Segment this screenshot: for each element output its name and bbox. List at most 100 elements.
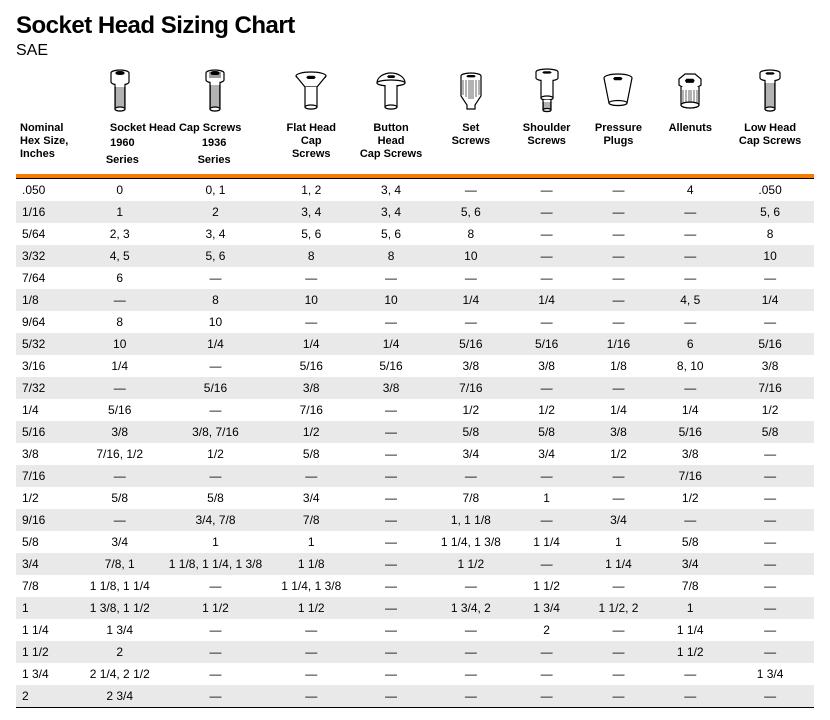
icon-allenut — [654, 64, 726, 120]
cell-lowhead: — — [726, 509, 814, 531]
table-row: 9/64810——————— — [16, 311, 814, 333]
cell-hex: 1/8 — [16, 289, 80, 311]
cell-pressure: — — [583, 179, 655, 202]
cell-set: 5/16 — [431, 333, 511, 355]
cell-shcs1936: 0, 1 — [160, 179, 272, 202]
cell-pressure: — — [583, 685, 655, 708]
table-row: 11 3/8, 1 1/21 1/21 1/2—1 3/4, 21 3/41 1… — [16, 597, 814, 619]
cell-shcs1960: 7/8, 1 — [80, 553, 160, 575]
cell-flat: 7/16 — [271, 399, 351, 421]
cell-lowhead: — — [726, 443, 814, 465]
cell-set: 1/2 — [431, 399, 511, 421]
cell-flat: 1 1/4, 1 3/8 — [271, 575, 351, 597]
cell-hex: 1 1/4 — [16, 619, 80, 641]
table-row: 7/16———————7/16— — [16, 465, 814, 487]
cell-allenuts: — — [654, 663, 726, 685]
table-row: 5/83/411—1 1/4, 1 3/81 1/415/8— — [16, 531, 814, 553]
cell-flat: 10 — [271, 289, 351, 311]
cell-pressure: — — [583, 487, 655, 509]
cell-set: 3/4 — [431, 443, 511, 465]
icon-socket-head-1960 — [80, 64, 160, 120]
cell-set: — — [431, 179, 511, 202]
cell-button: — — [351, 267, 431, 289]
cell-flat: 8 — [271, 245, 351, 267]
cell-lowhead: — — [726, 267, 814, 289]
cell-allenuts: 1 — [654, 597, 726, 619]
cell-hex: 9/16 — [16, 509, 80, 531]
cell-shcs1936: 5/8 — [160, 487, 272, 509]
col-header-allenuts: Allenuts — [654, 120, 726, 172]
cell-shoulder: 1 1/4 — [511, 531, 583, 553]
table-row: 5/163/83/8, 7/161/2—5/85/83/85/165/8 — [16, 421, 814, 443]
cell-lowhead: 5/8 — [726, 421, 814, 443]
cell-button: 1/4 — [351, 333, 431, 355]
cell-button: 3, 4 — [351, 179, 431, 202]
table-row: 1/8—810101/41/4—4, 51/4 — [16, 289, 814, 311]
cell-flat: 1, 2 — [271, 179, 351, 202]
table-row: 3/324, 55, 68810———10 — [16, 245, 814, 267]
cell-shcs1936: 1 — [160, 531, 272, 553]
cell-shcs1960: — — [80, 465, 160, 487]
cell-allenuts: 6 — [654, 333, 726, 355]
cell-shcs1960: 1 — [80, 201, 160, 223]
cell-pressure: 1/2 — [583, 443, 655, 465]
cell-pressure: 1 — [583, 531, 655, 553]
col-header-pressure: PressurePlugs — [583, 120, 655, 172]
cell-flat: — — [271, 619, 351, 641]
cell-allenuts: 3/4 — [654, 553, 726, 575]
cell-button: — — [351, 685, 431, 708]
cell-shoulder: 1 3/4 — [511, 597, 583, 619]
icon-set-screw — [431, 64, 511, 120]
cell-shcs1936: 2 — [160, 201, 272, 223]
cell-shoulder: 3/8 — [511, 355, 583, 377]
cell-hex: 1/2 — [16, 487, 80, 509]
col-header-button: ButtonHeadCap Screws — [351, 120, 431, 172]
cell-set: 5, 6 — [431, 201, 511, 223]
cell-lowhead: 1/4 — [726, 289, 814, 311]
cell-allenuts: 3/8 — [654, 443, 726, 465]
cell-pressure: 3/4 — [583, 509, 655, 531]
cell-shcs1960: 3/4 — [80, 531, 160, 553]
cell-hex: .050 — [16, 179, 80, 202]
cell-set: — — [431, 685, 511, 708]
cell-allenuts: — — [654, 223, 726, 245]
cell-flat: 1 1/2 — [271, 597, 351, 619]
cell-hex: 9/64 — [16, 311, 80, 333]
cell-button: — — [351, 443, 431, 465]
cell-button: — — [351, 641, 431, 663]
cell-flat: 1/4 — [271, 333, 351, 355]
cell-set: — — [431, 267, 511, 289]
cell-pressure: — — [583, 267, 655, 289]
cell-lowhead: — — [726, 597, 814, 619]
cell-lowhead: — — [726, 465, 814, 487]
cell-lowhead: 7/16 — [726, 377, 814, 399]
cell-allenuts: 5/16 — [654, 421, 726, 443]
cell-shcs1936: — — [160, 641, 272, 663]
col-header-set: SetScrews — [431, 120, 511, 172]
cell-pressure: — — [583, 311, 655, 333]
cell-shcs1936: 3/8, 7/16 — [160, 421, 272, 443]
cell-flat: — — [271, 267, 351, 289]
cell-flat: 3, 4 — [271, 201, 351, 223]
cell-button: 8 — [351, 245, 431, 267]
cell-set: 10 — [431, 245, 511, 267]
cell-button: — — [351, 575, 431, 597]
cell-shcs1936: — — [160, 685, 272, 708]
cell-lowhead: 10 — [726, 245, 814, 267]
cell-allenuts: — — [654, 311, 726, 333]
cell-shcs1960: 1 3/8, 1 1/2 — [80, 597, 160, 619]
cell-shcs1936: 5/16 — [160, 377, 272, 399]
cell-pressure: — — [583, 201, 655, 223]
cell-set: 1 3/4, 2 — [431, 597, 511, 619]
icon-socket-head-1936 — [160, 64, 272, 120]
cell-lowhead: — — [726, 553, 814, 575]
cell-hex: 7/64 — [16, 267, 80, 289]
cell-button: — — [351, 553, 431, 575]
cell-flat: 1 — [271, 531, 351, 553]
cell-shoulder: — — [511, 377, 583, 399]
cell-pressure: 1 1/4 — [583, 553, 655, 575]
cell-lowhead: 8 — [726, 223, 814, 245]
cell-allenuts: 4, 5 — [654, 289, 726, 311]
cell-shcs1960: 1/4 — [80, 355, 160, 377]
cell-set: 1 1/2 — [431, 553, 511, 575]
